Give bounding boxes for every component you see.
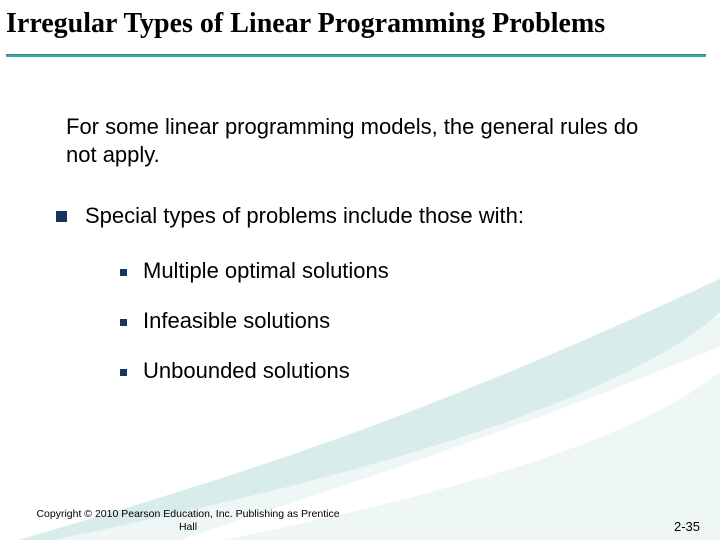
sub-bullet-text: Infeasible solutions	[143, 308, 330, 334]
slide-footer: Copyright © 2010 Pearson Education, Inc.…	[0, 508, 720, 534]
sub-bullet-text: Unbounded solutions	[143, 358, 350, 384]
main-bullet-text: Special types of problems include those …	[85, 202, 524, 230]
sub-bullet-text: Multiple optimal solutions	[143, 258, 389, 284]
copyright-text: Copyright © 2010 Pearson Education, Inc.…	[28, 508, 348, 534]
slide-title: Irregular Types of Linear Programming Pr…	[0, 0, 720, 40]
small-square-bullet-icon	[120, 369, 127, 376]
sub-bullet-list: Multiple optimal solutions Infeasible so…	[0, 230, 720, 398]
small-square-bullet-icon	[120, 319, 127, 326]
small-square-bullet-icon	[120, 269, 127, 276]
list-item: Infeasible solutions	[120, 298, 720, 348]
page-number: 2-35	[674, 519, 700, 534]
intro-text: For some linear programming models, the …	[0, 57, 720, 168]
square-bullet-icon	[56, 211, 67, 222]
list-item: Unbounded solutions	[120, 348, 720, 398]
list-item: Multiple optimal solutions	[120, 248, 720, 298]
main-bullet-row: Special types of problems include those …	[0, 168, 720, 230]
